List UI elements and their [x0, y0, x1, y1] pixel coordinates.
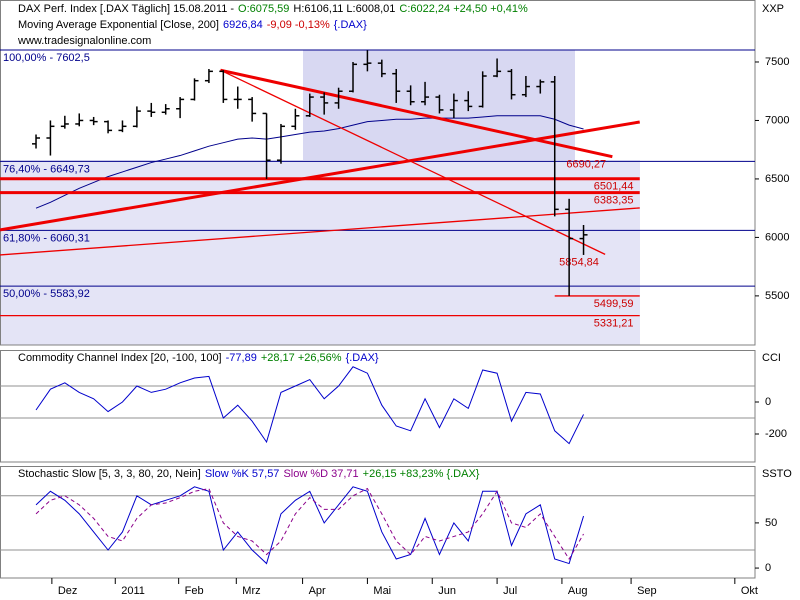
axes: 7500 7000 6500 6000 5500 XXP DAX Perf. Index […: [17, 3, 792, 597]
series-line: [35, 487, 584, 560]
panel-frame: [0, 466, 756, 579]
y-tick-label: 6500: [765, 173, 789, 185]
legend-text: Moving Average Exponential [Close, 200] 6…: [18, 19, 367, 31]
legend-part: DAX Perf. Index [.DAX Täglich] 15.08.201…: [18, 3, 234, 15]
ema-line: [35, 115, 584, 209]
trend-label: 5854,84: [559, 256, 599, 268]
x-tick-label: Apr: [309, 585, 326, 597]
x-tick-label: Feb: [185, 585, 204, 597]
x-tick-label: Dez: [58, 585, 78, 597]
axis-name: SSTO: [762, 468, 792, 480]
y-tick-label: 0: [765, 562, 771, 574]
trend-label: 5499,59: [594, 298, 634, 310]
y-tick-label: 7500: [765, 56, 789, 68]
shading: [0, 160, 640, 345]
level-label: 100,00% - 7602,5: [3, 52, 90, 64]
legend-part: Slow %D 37,71: [283, 468, 358, 480]
trend-label: 6501,44: [594, 181, 634, 193]
price-panel: 100,00% - 7602,5 76,40% - 6649,73 61,80% -…: [0, 49, 755, 330]
legend-part: H:6106,11 L:6008,01: [293, 3, 395, 15]
legend-part: -77,89: [226, 352, 257, 364]
x-tick-label: 2011: [121, 585, 145, 597]
y-tick-label: 6000: [765, 231, 789, 243]
trend-label: 6690,27: [566, 159, 606, 171]
trend-label: 5331,21: [594, 318, 634, 330]
legend-part: Stochastic Slow [5, 3, 3, 80, 20, Nein]: [18, 468, 201, 480]
level-label: 61,80% - 6060,31: [3, 232, 90, 244]
x-tick-label: Jun: [438, 585, 456, 597]
level-label: 76,40% - 6649,73: [3, 163, 90, 175]
legend-part: +26,15 +83,23% {.DAX}: [363, 468, 480, 480]
series-line: [35, 366, 584, 445]
legend-part: +28,17 +26,56%: [261, 352, 342, 364]
series-line: [35, 486, 585, 565]
axis-name: XXP: [762, 3, 784, 15]
y-tick-label: 50: [765, 517, 777, 529]
legend-part: 6926,84: [223, 19, 263, 31]
legend-part: -9,09 -0,13%: [267, 19, 330, 31]
trend-line: [0, 120, 640, 232]
x-tick-label: Mrz: [242, 585, 260, 597]
legend-part: Commodity Channel Index [20, -100, 100]: [18, 352, 222, 364]
y-tick-label: 5500: [765, 290, 789, 302]
axis-name: CCI: [762, 352, 781, 364]
x-tick-label: Jul: [503, 585, 517, 597]
x-tick-label: Okt: [741, 585, 758, 597]
x-tick-label: Sep: [637, 585, 657, 597]
legend-part: Moving Average Exponential [Close, 200]: [18, 19, 219, 31]
legend-part: C:6022,24 +24,50 +0,41%: [399, 3, 528, 15]
legend-text: Stochastic Slow [5, 3, 3, 80, 20, Nein] S…: [18, 468, 480, 480]
trend-line: [220, 69, 606, 255]
trend-label: 6383,35: [594, 194, 634, 206]
cci-panel: [0, 366, 755, 445]
x-tick-label: Aug: [568, 585, 588, 597]
y-tick-label: 0: [765, 396, 771, 408]
legend-text: Commodity Channel Index [20, -100, 100] -…: [18, 352, 379, 364]
legend-text: www.tradesignalonline.com: [17, 35, 151, 47]
trend-line: [0, 207, 640, 256]
legend-part: {.DAX}: [334, 19, 367, 31]
stochastic-panel: [0, 486, 755, 565]
legend-part: www.tradesignalonline.com: [17, 35, 151, 47]
panel-frame: [0, 350, 756, 463]
trend-line: [220, 68, 613, 159]
legend-part: {.DAX}: [346, 352, 379, 364]
y-tick-label: 7000: [765, 114, 789, 126]
x-tick-label: Mai: [373, 585, 391, 597]
legend-text: DAX Perf. Index [.DAX Täglich] 15.08.201…: [18, 3, 528, 15]
panel-frame: [0, 0, 756, 346]
legend-part: Slow %K 57,57: [205, 468, 280, 480]
y-tick-label: -200: [765, 428, 787, 440]
level-label: 50,00% - 5583,92: [3, 288, 90, 300]
legend-part: O:6075,59: [238, 3, 289, 15]
